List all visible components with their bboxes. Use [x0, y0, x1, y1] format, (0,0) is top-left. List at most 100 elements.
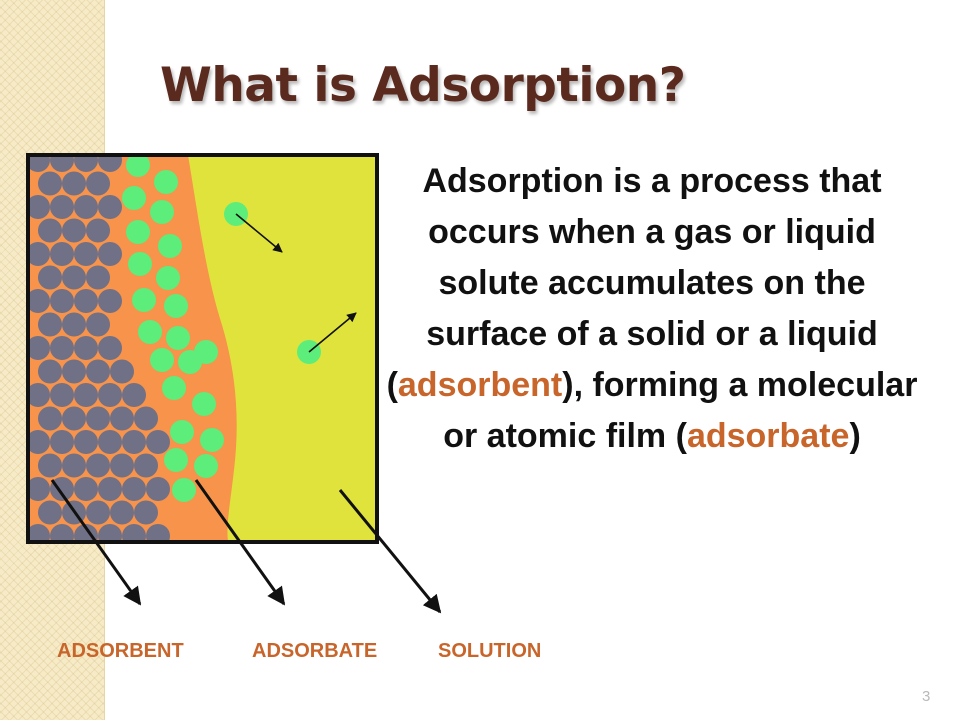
- adsorbent-molecule: [98, 430, 122, 454]
- adsorbent-molecule: [74, 430, 98, 454]
- adsorbent-molecule: [74, 477, 98, 501]
- slide-title: What is Adsorption?: [160, 58, 686, 113]
- adsorbent-highlight: adsorbent: [397, 366, 563, 404]
- diagram-frame: [26, 153, 379, 544]
- adsorbent-molecule: [38, 171, 62, 196]
- definition-text: Adsorption is a process that occurs when…: [378, 156, 926, 462]
- adsorbent-molecule: [98, 155, 122, 172]
- adsorbent-molecules: [28, 155, 170, 542]
- motion-arrow: [308, 312, 357, 353]
- adsorbent-molecule: [38, 218, 62, 243]
- adsorbent-molecule: [122, 477, 146, 501]
- adsorbent-molecule: [134, 500, 158, 525]
- adsorbate-molecule: [194, 340, 218, 364]
- adsorbent-molecule: [98, 524, 122, 542]
- adsorbate-molecule: [164, 448, 188, 472]
- adsorbent-molecule: [28, 195, 50, 219]
- adsorbent-molecule: [98, 289, 122, 313]
- adsorbent-molecule: [110, 406, 134, 431]
- adsorbent-molecule: [62, 265, 86, 290]
- adsorbent-molecule: [38, 265, 62, 290]
- adsorbate-molecule: [132, 288, 156, 312]
- solution-label: SOLUTION: [438, 640, 542, 662]
- motion-arrow: [235, 213, 283, 253]
- adsorbent-molecule: [86, 312, 110, 337]
- adsorbate-molecule: [126, 155, 150, 177]
- adsorbate-molecule: [154, 170, 178, 194]
- adsorbent-molecule: [74, 242, 98, 266]
- adsorbent-label: ADSORBENT: [57, 640, 184, 662]
- label-arrow-solution: [338, 489, 442, 614]
- adsorbent-molecule: [38, 312, 62, 337]
- adsorbate-molecule: [166, 326, 190, 350]
- adsorbent-molecule: [38, 453, 62, 478]
- adsorbent-molecule: [98, 477, 122, 501]
- free-adsorbate-molecules: [224, 202, 357, 364]
- adsorbent-molecule: [28, 289, 50, 313]
- adsorbent-molecule: [28, 477, 50, 501]
- adsorbent-molecule: [28, 336, 50, 360]
- adsorbent-molecule: [74, 336, 98, 360]
- definition-text-part1: Adsorption is a process that occurs when…: [386, 162, 882, 404]
- adsorbate-highlight: adsorbate: [686, 417, 850, 455]
- adsorbent-molecule: [146, 524, 170, 542]
- adsorbent-molecule: [122, 524, 146, 542]
- adsorbent-molecule: [62, 406, 86, 431]
- label-arrow-adsorbate: [194, 479, 286, 606]
- adsorbent-molecule: [62, 171, 86, 196]
- adsorbent-molecule: [50, 195, 74, 219]
- adsorbent-molecule: [146, 430, 170, 454]
- adsorbent-molecule: [28, 242, 50, 266]
- adsorbate-molecule: [150, 200, 174, 224]
- adsorbent-molecule: [74, 289, 98, 313]
- adsorbent-molecule: [110, 500, 134, 525]
- adsorbent-molecule: [62, 453, 86, 478]
- adsorbate-molecule: [200, 428, 224, 452]
- adsorbent-molecule: [86, 500, 110, 525]
- adsorbent-molecule: [28, 155, 50, 172]
- adsorbent-molecule: [146, 477, 170, 501]
- adsorbent-molecule: [86, 265, 110, 290]
- adsorbate-molecule: [170, 420, 194, 444]
- adsorbent-molecule: [86, 218, 110, 243]
- adsorbent-molecule: [50, 383, 74, 407]
- adsorbent-molecule: [50, 430, 74, 454]
- adsorbent-molecule: [38, 406, 62, 431]
- adsorbent-molecule: [74, 195, 98, 219]
- adsorbate-molecule: [150, 348, 174, 372]
- adsorbent-molecule: [98, 195, 122, 219]
- adsorbent-molecule: [28, 383, 50, 407]
- adsorbent-molecule: [50, 289, 74, 313]
- adsorbate-label: ADSORBATE: [252, 640, 378, 662]
- adsorbent-molecule: [122, 430, 146, 454]
- adsorbent-molecule: [86, 406, 110, 431]
- adsorbent-molecule: [28, 524, 50, 542]
- adsorbent-molecule: [86, 171, 110, 196]
- adsorbent-molecule: [134, 453, 158, 478]
- adsorbent-molecule: [74, 155, 98, 172]
- adsorbent-molecule: [110, 453, 134, 478]
- adsorbate-molecule: [156, 266, 180, 290]
- adsorbate-molecules: [122, 155, 224, 502]
- adsorbent-molecule: [50, 524, 74, 542]
- adsorbent-molecule: [110, 359, 134, 384]
- adsorbent-molecule: [74, 383, 98, 407]
- adsorbent-molecule: [62, 359, 86, 384]
- adsorbent-molecule: [86, 359, 110, 384]
- adsorbent-molecule: [38, 359, 62, 384]
- adsorbent-molecule: [62, 218, 86, 243]
- adsorbate-molecule: [192, 392, 216, 416]
- adsorbate-molecule: [164, 294, 188, 318]
- adsorbent-molecule: [50, 477, 74, 501]
- adsorbent-molecule: [62, 312, 86, 337]
- adsorbent-molecule: [98, 336, 122, 360]
- adsorbent-molecule: [98, 242, 122, 266]
- adsorbent-molecule: [50, 155, 74, 172]
- adsorbent-molecule: [38, 500, 62, 525]
- adsorbent-molecule: [134, 406, 158, 431]
- adsorbent-molecule: [28, 430, 50, 454]
- adsorbate-molecule: [126, 220, 150, 244]
- adsorbent-molecule: [98, 383, 122, 407]
- adsorbent-molecule: [86, 453, 110, 478]
